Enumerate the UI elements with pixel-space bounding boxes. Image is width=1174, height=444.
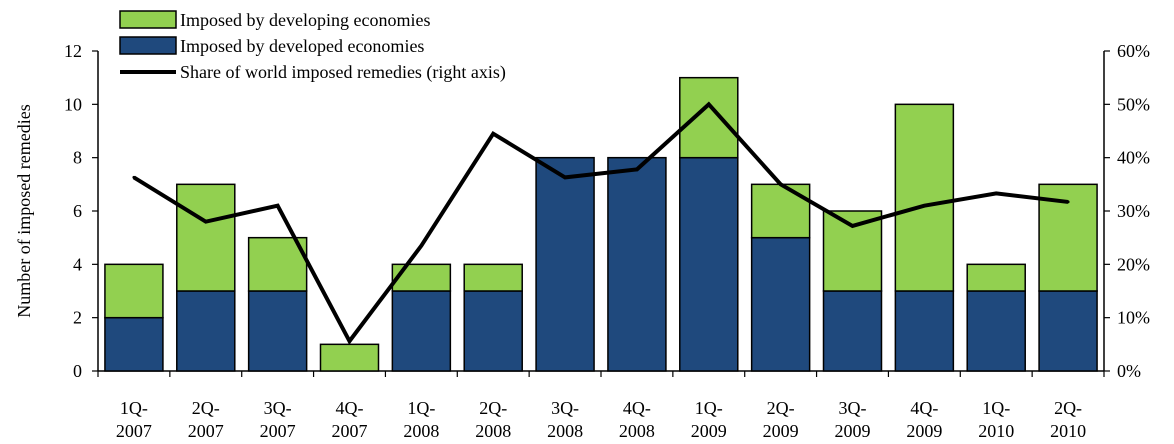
- x-axis-tick-label: 2008: [619, 421, 655, 441]
- x-axis-tick-label: 1Q-: [982, 398, 1010, 418]
- share-line-point[interactable]: [563, 175, 567, 179]
- x-axis-tick-label: 4Q-: [910, 398, 938, 418]
- bar-developed[interactable]: [176, 290, 236, 372]
- x-axis-tick-label: 2Q-: [1054, 398, 1082, 418]
- x-axis-tick-label: 2Q-: [767, 398, 795, 418]
- bar-developed[interactable]: [750, 236, 811, 372]
- share-line-point[interactable]: [922, 204, 926, 208]
- x-axis-tick-label: 2009: [763, 421, 799, 441]
- right-axis-tick-label: 30%: [1117, 201, 1150, 221]
- bar-developing[interactable]: [176, 183, 236, 292]
- x-axis-tick-label: 1Q-: [407, 398, 435, 418]
- bar-developing[interactable]: [822, 210, 883, 292]
- bar-developed[interactable]: [966, 290, 1026, 372]
- bar-developing[interactable]: [319, 343, 380, 372]
- x-axis-tick-label: 2007: [116, 421, 152, 441]
- left-axis-tick-label: 0: [73, 361, 82, 381]
- share-line-point[interactable]: [276, 204, 280, 208]
- bar-developed[interactable]: [607, 156, 667, 372]
- share-line-point[interactable]: [779, 182, 783, 186]
- legend-label: Share of world imposed remedies (right a…: [180, 62, 506, 83]
- right-axis-tick-label: 20%: [1117, 254, 1150, 274]
- x-axis-tick-label: 2007: [260, 421, 296, 441]
- share-line-point[interactable]: [851, 224, 854, 228]
- bar-developed[interactable]: [463, 290, 523, 372]
- x-axis-tick-label: 3Q-: [264, 398, 292, 418]
- bar-developing[interactable]: [391, 263, 452, 292]
- x-axis-tick-label: 2010: [1050, 421, 1086, 441]
- share-line-point[interactable]: [419, 244, 423, 248]
- share-line-point[interactable]: [204, 220, 208, 224]
- bar-developed[interactable]: [391, 290, 452, 372]
- share-line-point[interactable]: [635, 167, 639, 171]
- share-line-point[interactable]: [1066, 200, 1070, 204]
- legend-label: Imposed by developing economies: [180, 10, 430, 30]
- share-line-point[interactable]: [994, 191, 998, 195]
- x-axis-tick-label: 4Q-: [623, 398, 651, 418]
- bar-developed[interactable]: [822, 290, 883, 372]
- legend-label: Imposed by developed economies: [180, 36, 424, 56]
- left-axis-tick-label: 8: [73, 148, 82, 168]
- bar-developed[interactable]: [1038, 290, 1098, 372]
- right-axis-tick-label: 50%: [1117, 94, 1150, 114]
- x-axis-tick-label: 3Q-: [839, 398, 867, 418]
- share-line-point[interactable]: [707, 102, 711, 106]
- x-axis-tick-label: 1Q-: [695, 398, 723, 418]
- right-axis-tick-label: 60%: [1117, 41, 1150, 61]
- left-axis-tick-label: 2: [73, 308, 82, 328]
- x-axis-tick-label: 2007: [332, 421, 368, 441]
- x-axis-tick-label: 2008: [547, 421, 583, 441]
- x-axis-tick-label: 3Q-: [551, 398, 579, 418]
- x-axis-tick-label: 2010: [978, 421, 1014, 441]
- bar-developing[interactable]: [104, 263, 164, 319]
- left-axis-tick-label: 4: [73, 254, 82, 274]
- bar-developing[interactable]: [463, 263, 523, 292]
- right-axis-tick-label: 0%: [1117, 361, 1141, 381]
- bar-developing[interactable]: [247, 236, 308, 292]
- x-axis-tick-label: 2Q-: [479, 398, 507, 418]
- bar-developing[interactable]: [966, 263, 1026, 292]
- left-axis-tick-label: 10: [64, 94, 82, 114]
- right-axis-tick-label: 40%: [1117, 148, 1150, 168]
- bar-developed[interactable]: [894, 290, 955, 372]
- x-axis-tick-label: 2Q-: [192, 398, 220, 418]
- bar-developed[interactable]: [535, 156, 595, 372]
- legend-swatch-developed: [119, 36, 177, 55]
- x-axis-tick-label: 2008: [403, 421, 439, 441]
- legend-swatch-developing: [119, 10, 177, 29]
- bar-developing[interactable]: [750, 183, 811, 239]
- bar-developed[interactable]: [247, 290, 308, 372]
- y-axis-title: Number of imposed remedies: [14, 104, 34, 317]
- bar-developing[interactable]: [679, 76, 739, 159]
- left-axis-tick-label: 12: [64, 41, 82, 61]
- x-axis-tick-label: 2009: [835, 421, 871, 441]
- bar-developed[interactable]: [104, 316, 164, 372]
- share-line-point[interactable]: [348, 339, 351, 343]
- x-axis-tick-label: 2008: [475, 421, 511, 441]
- x-axis-tick-label: 2009: [906, 421, 942, 441]
- share-line-series[interactable]: [132, 101, 1069, 345]
- bar-developing[interactable]: [894, 103, 955, 292]
- share-line-point[interactable]: [491, 132, 495, 136]
- left-axis-tick-label: 6: [73, 201, 82, 221]
- right-axis-tick-label: 10%: [1117, 308, 1150, 328]
- x-axis-tick-label: 2009: [691, 421, 727, 441]
- x-axis-tick-label: 4Q-: [336, 398, 364, 418]
- x-axis-tick-label: 1Q-: [120, 398, 148, 418]
- x-axis-tick-label: 2007: [188, 421, 224, 441]
- bar-developed[interactable]: [679, 156, 739, 372]
- share-line-point[interactable]: [132, 175, 136, 179]
